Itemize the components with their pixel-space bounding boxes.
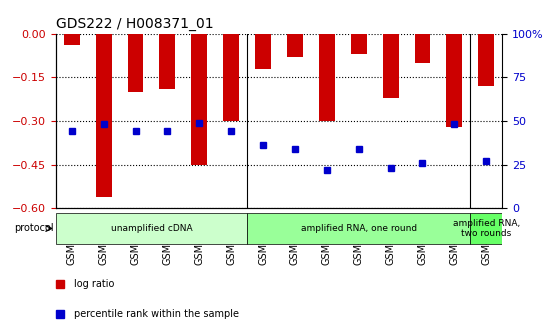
FancyBboxPatch shape [247,213,470,244]
Text: amplified RNA,
two rounds: amplified RNA, two rounds [453,219,520,238]
Bar [383,34,398,98]
Bar [128,34,143,92]
Bar [446,34,463,127]
Bar [223,34,239,121]
Bar [64,34,80,45]
Bar [415,34,430,63]
Bar [160,34,175,89]
FancyBboxPatch shape [470,213,502,244]
Text: log ratio: log ratio [74,279,114,289]
Bar [255,34,271,69]
Text: percentile rank within the sample: percentile rank within the sample [74,309,239,319]
Bar [319,34,335,121]
FancyBboxPatch shape [56,213,247,244]
Bar [478,34,494,86]
Text: GDS222 / H008371_01: GDS222 / H008371_01 [56,17,213,31]
Bar [287,34,303,57]
Text: unamplified cDNA: unamplified cDNA [110,224,193,233]
Bar [351,34,367,54]
Text: amplified RNA, one round: amplified RNA, one round [301,224,417,233]
Bar [191,34,207,165]
Bar [95,34,112,197]
Text: protocol: protocol [15,223,54,234]
